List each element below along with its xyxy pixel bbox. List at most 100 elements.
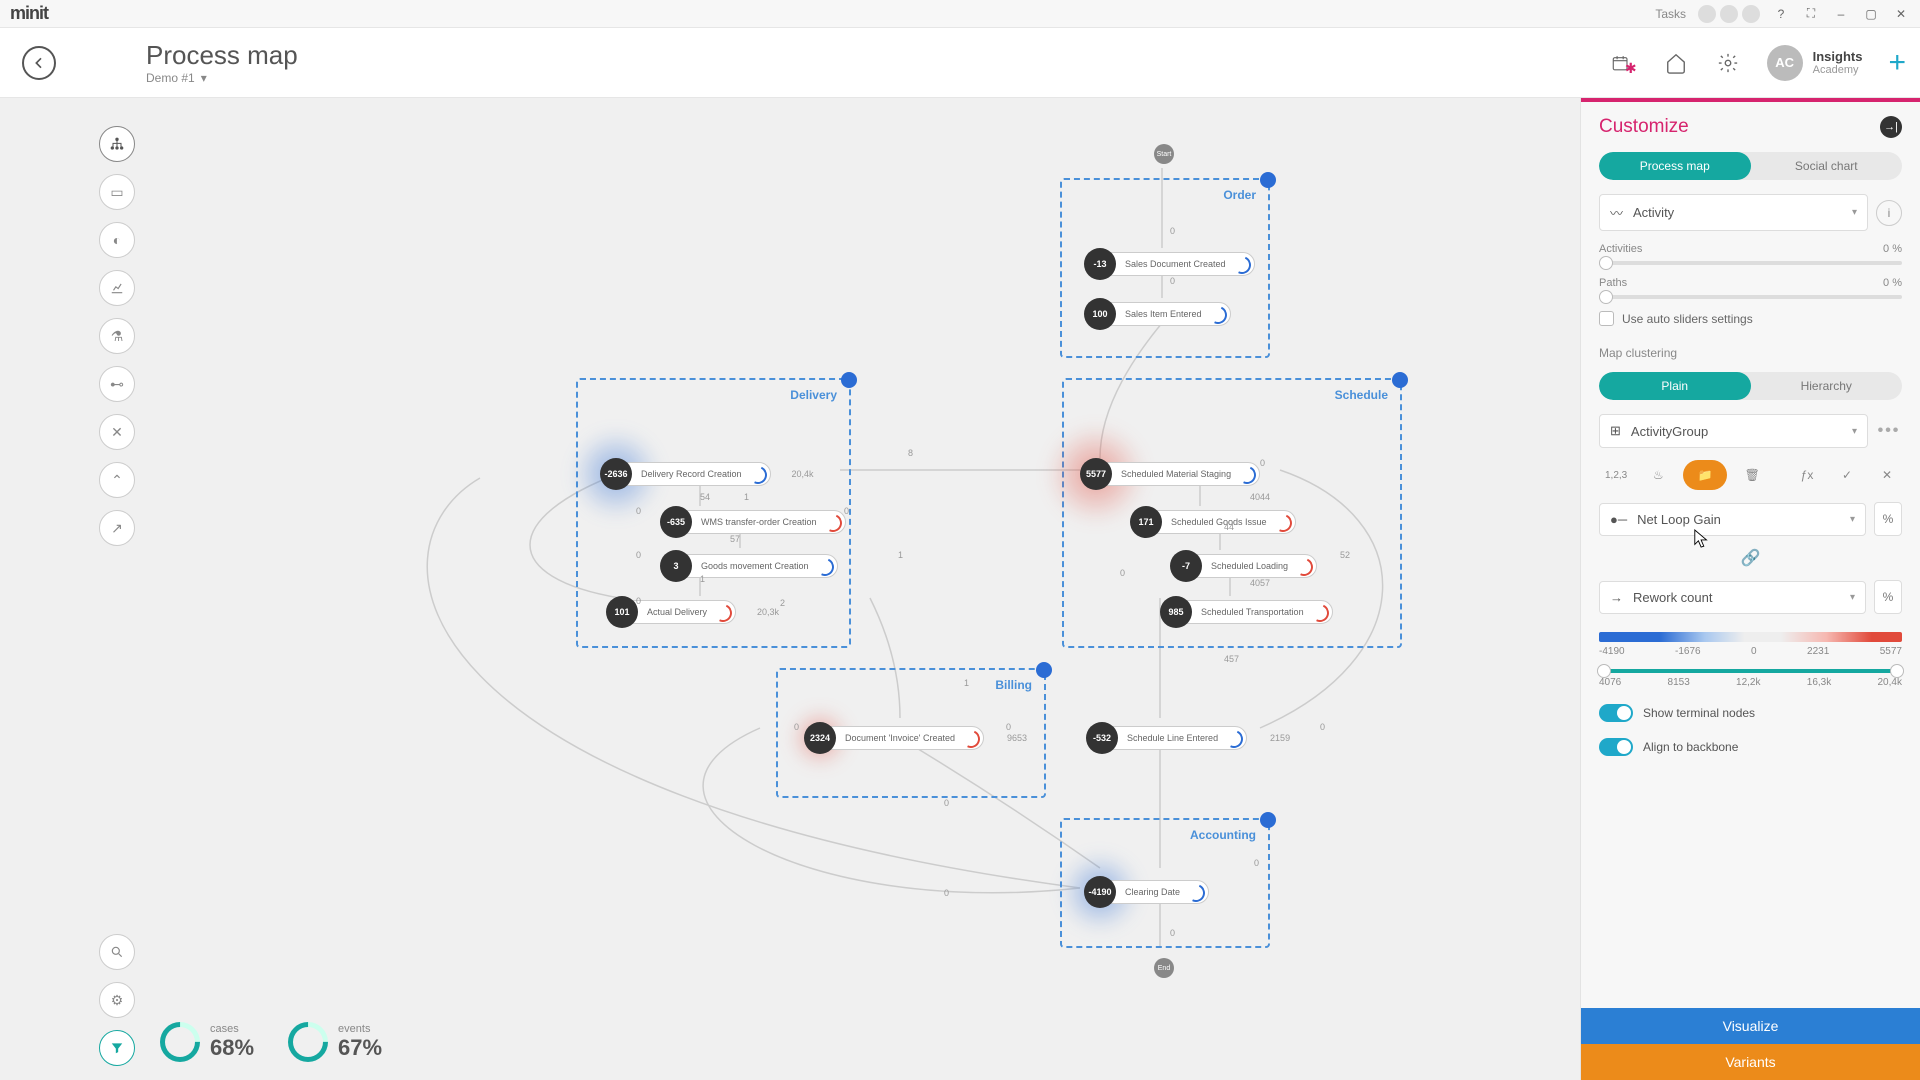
end-node[interactable]: End	[1154, 958, 1174, 978]
node-badge: -635	[660, 506, 692, 538]
panel-collapse-button[interactable]: →|	[1880, 116, 1902, 138]
start-node[interactable]: Start	[1154, 144, 1174, 164]
window-minimize[interactable]: –	[1832, 5, 1850, 23]
node-n4[interactable]: -635WMS transfer-order Creation	[660, 506, 846, 538]
header: Process map Demo #1 ▾ ✱ AC Insights Acad…	[0, 28, 1920, 98]
activities-slider[interactable]	[1599, 261, 1902, 265]
clustering-hierarchy[interactable]: Hierarchy	[1751, 372, 1903, 400]
calendar-alert-icon[interactable]: ✱	[1611, 50, 1637, 76]
node-n2[interactable]: 100Sales Item Entered	[1084, 298, 1231, 330]
rail-network-icon[interactable]: ⊷	[99, 366, 135, 402]
mode-check-icon[interactable]: ✓	[1832, 460, 1862, 490]
mode-folder-icon[interactable]: 📁	[1683, 460, 1727, 490]
node-label: Schedule Line Entered2159	[1104, 726, 1247, 750]
rail-export-icon[interactable]: ↗	[99, 510, 135, 546]
tab-process-map[interactable]: Process map	[1599, 152, 1751, 180]
user-menu[interactable]: AC Insights Academy	[1767, 45, 1863, 81]
rail-cross-icon[interactable]: ✕	[99, 414, 135, 450]
variants-button[interactable]: Variants	[1581, 1044, 1920, 1080]
visualize-button[interactable]: Visualize	[1581, 1008, 1920, 1044]
range-slider[interactable]	[1599, 669, 1902, 673]
mode-close-icon[interactable]: ✕	[1872, 460, 1902, 490]
edge-label: 1	[744, 492, 749, 502]
mode-numbers[interactable]: 1,2,3	[1599, 460, 1633, 490]
task-badge[interactable]	[1720, 5, 1738, 23]
events-label: events	[338, 1023, 382, 1035]
mode-fire-icon[interactable]: ♨	[1643, 460, 1673, 490]
mining-attribute-select[interactable]: 〰 Activity ▾	[1599, 194, 1868, 231]
clustering-plain[interactable]: Plain	[1599, 372, 1751, 400]
node-n10[interactable]: 985Scheduled Transportation	[1160, 596, 1333, 628]
chevron-down-icon: ▾	[1852, 207, 1857, 218]
paths-pct: 0 %	[1883, 277, 1902, 289]
more-icon[interactable]: •••	[1876, 422, 1902, 440]
edge-label: 2	[780, 598, 785, 608]
page-title: Process map	[146, 40, 298, 71]
user-name: Insights	[1813, 49, 1863, 64]
node-n8[interactable]: 171Scheduled Goods Issue	[1130, 506, 1296, 538]
view-mode-icons: 1,2,3 ♨ 📁 🗑 ƒx ✓ ✕	[1599, 460, 1902, 490]
node-label: Scheduled Transportation	[1178, 600, 1333, 624]
info-icon[interactable]: i	[1876, 200, 1902, 226]
paths-slider[interactable]	[1599, 295, 1902, 299]
paths-label: Paths	[1599, 277, 1627, 289]
home-icon[interactable]	[1663, 50, 1689, 76]
node-badge: -2636	[600, 458, 632, 490]
rail-flask-icon[interactable]: ⚗	[99, 318, 135, 354]
rail-filter-icon[interactable]	[99, 1030, 135, 1066]
pct-button[interactable]: %	[1874, 580, 1902, 614]
rail-up-icon[interactable]: ⌃	[99, 462, 135, 498]
cluster-label: Accounting	[1190, 828, 1256, 842]
node-n11[interactable]: 2324Document 'Invoice' Created9653	[804, 722, 984, 754]
node-n5[interactable]: 3Goods movement Creation	[660, 550, 838, 582]
panel-title: Customize	[1599, 116, 1689, 138]
node-n3[interactable]: -2636Delivery Record Creation20,4k	[600, 458, 771, 490]
node-badge: 5577	[1080, 458, 1112, 490]
project-selector[interactable]: Demo #1 ▾	[146, 71, 298, 85]
metric1-select[interactable]: ●─ Net Loop Gain ▾	[1599, 503, 1866, 536]
cluster-label: Delivery	[790, 388, 837, 402]
link-icon[interactable]: 🔗	[1599, 548, 1902, 568]
help-icon[interactable]: ?	[1772, 5, 1790, 23]
tab-social-chart[interactable]: Social chart	[1751, 152, 1903, 180]
fullscreen-icon[interactable]: ⛶	[1802, 5, 1820, 23]
window-maximize[interactable]: ▢	[1862, 5, 1880, 23]
node-n13[interactable]: -4190Clearing Date	[1084, 876, 1209, 908]
rail-search-icon[interactable]	[99, 934, 135, 970]
window-close[interactable]: ✕	[1892, 5, 1910, 23]
node-n9[interactable]: -7Scheduled Loading	[1170, 550, 1317, 582]
clustering-label: Map clustering	[1599, 346, 1902, 360]
node-label: Sales Item Entered	[1102, 302, 1231, 326]
auto-sliders-checkbox[interactable]: Use auto sliders settings	[1599, 311, 1902, 326]
add-button[interactable]: +	[1888, 46, 1906, 80]
metric2-select[interactable]: → Rework count ▾	[1599, 581, 1866, 614]
node-badge: -7	[1170, 550, 1202, 582]
node-n12[interactable]: -532Schedule Line Entered2159	[1086, 722, 1247, 754]
activities-label: Activities	[1599, 243, 1642, 255]
node-badge: 100	[1084, 298, 1116, 330]
edge-label: 57	[730, 534, 740, 544]
gear-icon[interactable]	[1715, 50, 1741, 76]
color-gradient	[1599, 632, 1902, 642]
process-map-canvas[interactable]: Start End OrderDeliveryScheduleBillingAc…	[0, 98, 1580, 1080]
task-badge[interactable]	[1698, 5, 1716, 23]
clustering-attribute-select[interactable]: ⊞ ActivityGroup ▾	[1599, 414, 1868, 448]
back-button[interactable]	[22, 46, 56, 80]
edge-label: 0	[844, 506, 849, 516]
mode-fx-icon[interactable]: ƒx	[1792, 460, 1822, 490]
task-badge[interactable]	[1742, 5, 1760, 23]
node-label: Delivery Record Creation20,4k	[618, 462, 771, 486]
rail-hierarchy-icon[interactable]	[99, 126, 135, 162]
cluster-label: Schedule	[1335, 388, 1388, 402]
toggle-align-backbone[interactable]: Align to backbone	[1599, 738, 1902, 756]
node-n7[interactable]: 5577Scheduled Material Staging	[1080, 458, 1260, 490]
toggle-terminal-nodes[interactable]: Show terminal nodes	[1599, 704, 1902, 722]
rail-image-icon[interactable]: ▭	[99, 174, 135, 210]
rail-settings-icon[interactable]: ⚙	[99, 982, 135, 1018]
footer-stats: cases 68% events 67%	[160, 1022, 382, 1062]
rail-chart-icon[interactable]	[99, 270, 135, 306]
rail-globe-icon[interactable]: ◐	[99, 222, 135, 258]
node-n6[interactable]: 101Actual Delivery20,3k	[606, 596, 736, 628]
pct-button[interactable]: %	[1874, 502, 1902, 536]
mode-delete-icon[interactable]: 🗑	[1737, 460, 1767, 490]
